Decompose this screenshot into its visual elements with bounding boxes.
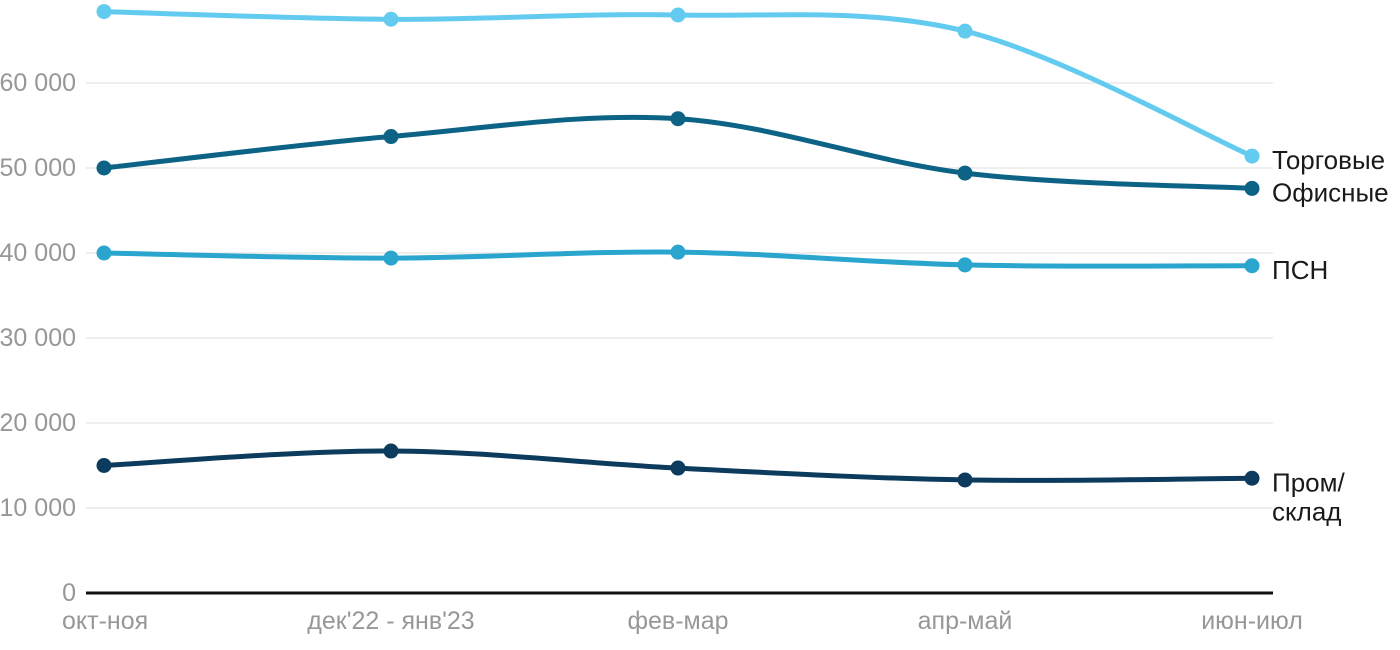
data-point-prom-sklad-4[interactable] <box>1244 470 1260 486</box>
x-axis-tick-label: фев-мар <box>627 607 728 635</box>
y-axis-tick-label: 10 000 <box>0 494 76 522</box>
x-axis-tick-label: апр-май <box>918 607 1013 635</box>
y-axis-tick-label: 20 000 <box>0 409 76 437</box>
y-axis-tick-label: 0 <box>62 579 76 607</box>
data-point-torgovye-4[interactable] <box>1244 148 1260 164</box>
data-point-ofisnye-1[interactable] <box>383 129 399 145</box>
x-axis-tick-label: окт-ноя <box>62 607 148 635</box>
series-label-psn: ПСН <box>1272 255 1328 285</box>
data-point-ofisnye-3[interactable] <box>957 165 973 181</box>
x-axis-tick-label: июн-июл <box>1201 607 1303 635</box>
data-point-psn-2[interactable] <box>670 244 686 260</box>
series-label-torgovye: Торговые <box>1272 145 1385 175</box>
series-label-prom-sklad: склад <box>1272 496 1341 526</box>
data-point-torgovye-3[interactable] <box>957 23 973 39</box>
y-axis-tick-label: 60 000 <box>0 69 76 97</box>
x-axis-tick-label: дек'22 - янв'23 <box>307 607 474 635</box>
data-point-ofisnye-4[interactable] <box>1244 180 1260 196</box>
y-axis-tick-label: 50 000 <box>0 154 76 182</box>
y-axis-tick-label: 30 000 <box>0 324 76 352</box>
data-point-prom-sklad-3[interactable] <box>957 472 973 488</box>
data-point-psn-3[interactable] <box>957 257 973 273</box>
data-point-psn-4[interactable] <box>1244 258 1260 274</box>
data-point-torgovye-1[interactable] <box>383 11 399 27</box>
data-point-psn-1[interactable] <box>383 250 399 266</box>
data-point-torgovye-2[interactable] <box>670 7 686 23</box>
data-point-ofisnye-0[interactable] <box>96 160 112 176</box>
data-point-torgovye-0[interactable] <box>96 4 112 20</box>
y-axis-tick-label: 40 000 <box>0 239 76 267</box>
series-line-ofisnye <box>101 114 1255 191</box>
data-point-prom-sklad-1[interactable] <box>383 443 399 459</box>
series-line-torgovye <box>101 9 1255 159</box>
data-point-prom-sklad-2[interactable] <box>670 460 686 476</box>
data-point-psn-0[interactable] <box>96 245 112 261</box>
data-point-ofisnye-2[interactable] <box>670 111 686 127</box>
series-label-prom-sklad: Пром/ <box>1272 467 1345 497</box>
data-point-prom-sklad-0[interactable] <box>96 458 112 473</box>
series-label-ofisnye: Офисные <box>1272 177 1389 207</box>
